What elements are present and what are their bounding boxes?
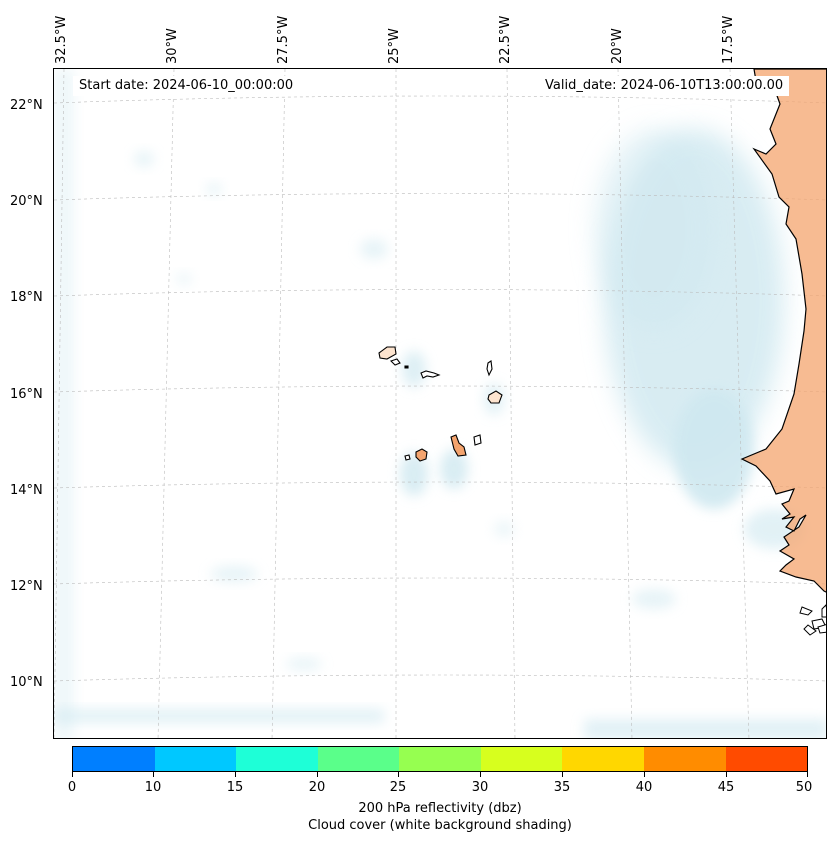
- colorbar-tick-label: 20: [308, 780, 326, 795]
- colorbar-segment: [317, 747, 400, 771]
- colorbar-tick: [480, 772, 481, 777]
- colorbar-segment: [73, 747, 155, 771]
- lat-label: 20°N: [10, 194, 43, 209]
- lon-label: 17.5°W: [721, 15, 736, 64]
- sao-nicolau-island: [420, 370, 441, 379]
- colorbar-tick: [726, 772, 727, 777]
- colorbar-tick-label: 35: [553, 780, 571, 795]
- map-canvas: [54, 69, 826, 738]
- lon-label: 30°W: [165, 28, 180, 64]
- lat-label: 22°N: [10, 98, 43, 113]
- cape-verde-islands: [378, 346, 503, 462]
- colorbar-tick: [235, 772, 236, 777]
- santa-luzia-island: [404, 365, 409, 369]
- fogo-island: [415, 448, 428, 462]
- colorbar-tick-label: 45: [717, 780, 735, 795]
- sal-island: [486, 360, 493, 377]
- colorbar-tick: [398, 772, 399, 777]
- colorbar-title: 200 hPa reflectivity (dbz): [358, 801, 522, 816]
- colorbar-tick: [644, 772, 645, 777]
- boa-vista-island: [487, 390, 503, 404]
- coastal-islands: [799, 604, 826, 636]
- lon-label: 20°W: [610, 28, 625, 64]
- colorbar-segment: [399, 747, 481, 771]
- cloud-cover-shading: [54, 69, 826, 738]
- sao-vicente-island: [389, 358, 401, 366]
- colorbar-segment: [562, 747, 644, 771]
- colorbar-tick: [807, 772, 808, 777]
- colorbar-segment: [725, 747, 808, 771]
- santo-antao-island: [378, 346, 397, 360]
- map-area[interactable]: [53, 68, 827, 739]
- valid-date-label: Valid_date: 2024-06-10T13:00:00.00: [539, 76, 790, 96]
- colorbar-tick-label: 10: [144, 780, 162, 795]
- colorbar-tick: [72, 772, 73, 777]
- colorbar-tick-label: 15: [226, 780, 244, 795]
- colorbar-segment: [236, 747, 318, 771]
- africa-landmass: [740, 69, 826, 593]
- lat-label: 18°N: [10, 290, 43, 305]
- lat-label: 14°N: [10, 483, 43, 498]
- lon-label: 22.5°W: [498, 15, 513, 64]
- graticule: [54, 69, 826, 738]
- colorbar-tick-label: 25: [389, 780, 407, 795]
- lat-label: 10°N: [10, 675, 43, 690]
- colorbar-tick-label: 40: [635, 780, 653, 795]
- colorbar-segment: [480, 747, 563, 771]
- lat-label: 12°N: [10, 579, 43, 594]
- lat-label: 16°N: [10, 387, 43, 402]
- colorbar: [72, 746, 808, 772]
- colorbar-tick: [562, 772, 563, 777]
- lon-label: 32.5°W: [54, 15, 69, 64]
- start-date-label: Start date: 2024-06-10_00:00:00: [73, 76, 300, 96]
- colorbar-tick-label: 30: [471, 780, 489, 795]
- brava-island: [404, 454, 411, 461]
- colorbar-tick-label: 0: [67, 780, 77, 795]
- colorbar-segment: [643, 747, 726, 771]
- colorbar-segment: [154, 747, 237, 771]
- colorbar-tick: [153, 772, 154, 777]
- lon-label: 27.5°W: [276, 15, 291, 64]
- maio-island: [473, 434, 482, 446]
- colorbar-tick-label: 50: [795, 780, 813, 795]
- lon-label: 25°W: [387, 28, 402, 64]
- colorbar-tick: [317, 772, 318, 777]
- colorbar-subtitle: Cloud cover (white background shading): [308, 818, 572, 833]
- santiago-island: [450, 434, 467, 457]
